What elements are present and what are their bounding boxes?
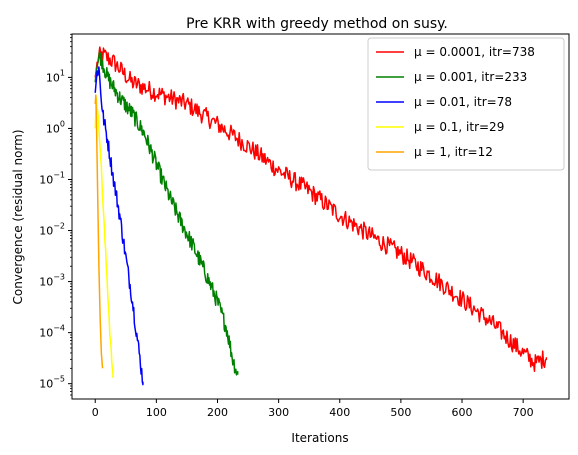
y-tick-label: 10−3: [39, 273, 65, 289]
y-axis-label: Convergence (residual norm): [11, 129, 25, 304]
y-tick-label: 10−2: [39, 222, 65, 238]
y-tick-label: 10−1: [39, 170, 65, 186]
chart-title: Pre KRR with greedy method on susy.: [186, 16, 448, 32]
legend-entry: μ = 0.001, itr=233: [414, 70, 527, 84]
x-axis: 0 100 200 300 400 500 600 700: [92, 399, 534, 419]
x-tick-label: 600: [452, 406, 473, 419]
plot-frame: [71, 33, 570, 400]
x-tick-label: 200: [207, 406, 228, 419]
y-tick-label: 101: [46, 68, 65, 84]
x-axis-label: Iterations: [291, 431, 348, 445]
x-tick-label: 500: [390, 406, 411, 419]
series-line-3: [94, 96, 114, 378]
y-axis: 101 100 10−1 10−2 10−3 10−4 10−5: [39, 33, 72, 396]
x-tick-label: 300: [268, 406, 289, 419]
y-tick-label: 100: [46, 119, 65, 135]
legend-entry: μ = 0.01, itr=78: [414, 95, 512, 109]
x-tick-label: 400: [329, 406, 350, 419]
x-tick-label: 700: [513, 406, 534, 419]
x-tick-label: 100: [146, 406, 167, 419]
legend-box: [367, 37, 565, 171]
series-line-0: [94, 46, 548, 372]
y-tick-label: 10−4: [39, 324, 65, 340]
legend-entry: μ = 0.1, itr=29: [414, 120, 504, 134]
series-line-1: [94, 51, 239, 376]
legend-entry: μ = 1, itr=12: [414, 145, 493, 159]
x-tick-label: 0: [92, 406, 99, 419]
series-line-2: [94, 66, 144, 386]
series-line-4: [94, 94, 104, 369]
y-tick-label: 10−5: [39, 375, 65, 391]
legend: μ = 0.0001, itr=738 μ = 0.001, itr=233 μ =…: [367, 37, 565, 171]
legend-entry: μ = 0.0001, itr=738: [414, 45, 535, 59]
